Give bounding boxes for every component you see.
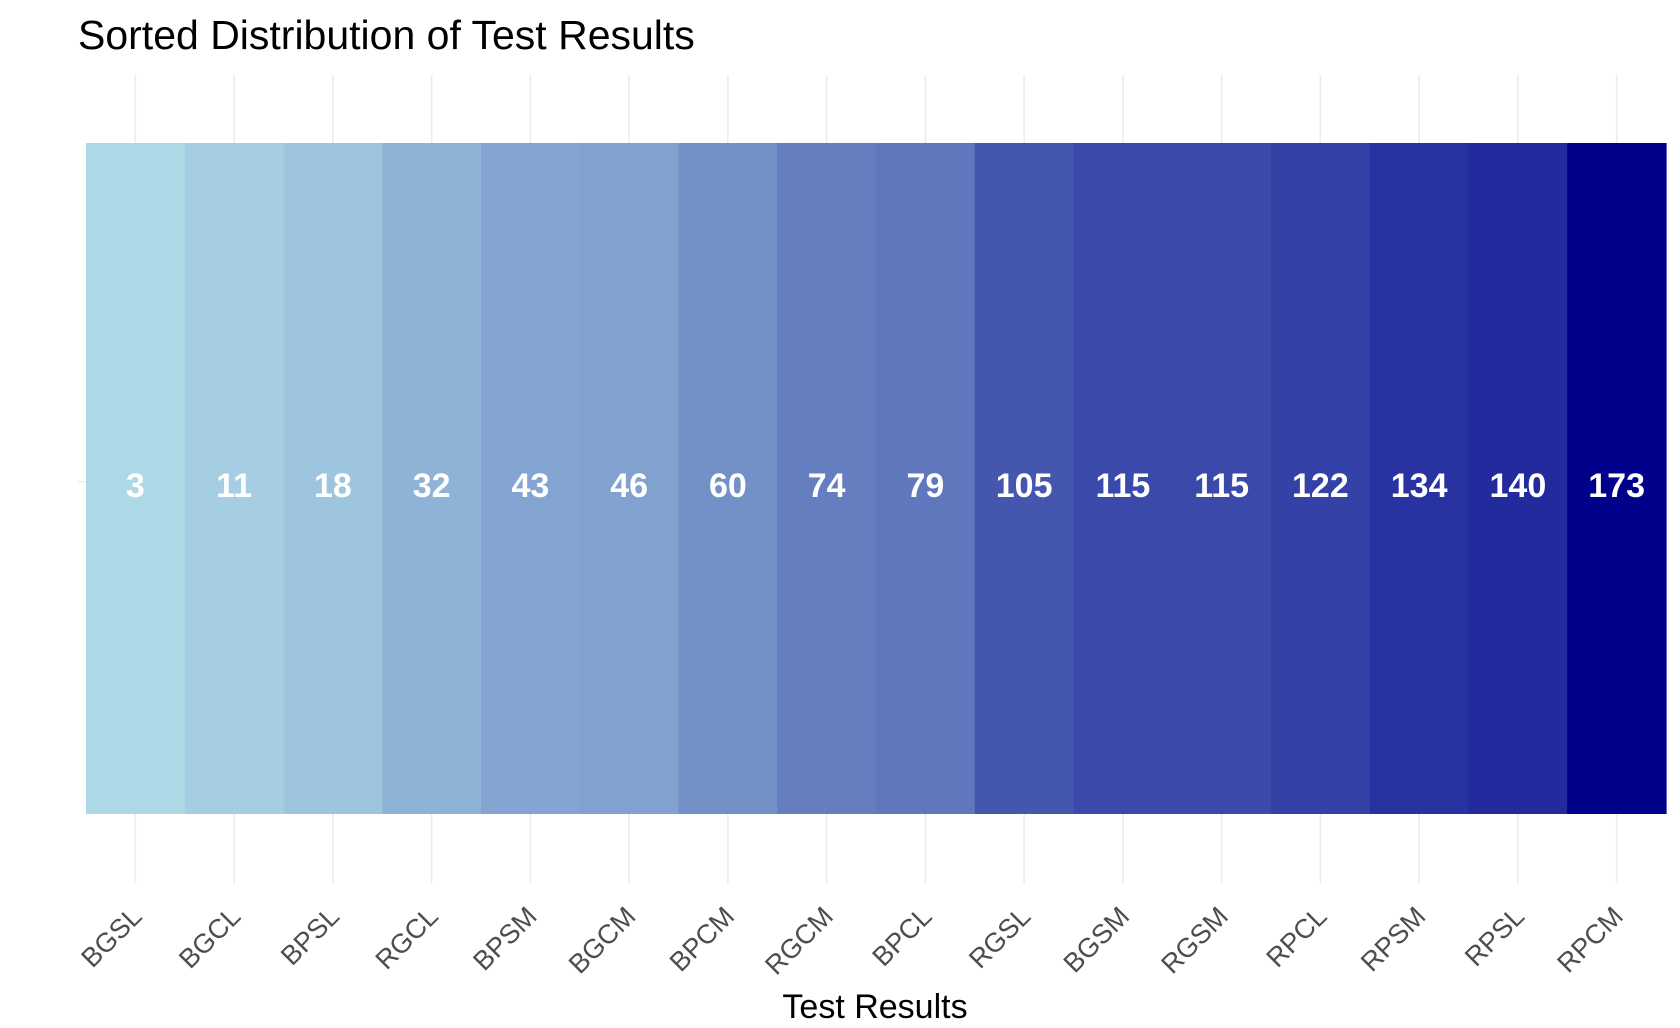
x-tick-label-bpcl: BPCL	[867, 901, 938, 972]
x-tick-label-bgsm: BGSM	[1058, 901, 1135, 978]
x-tick-label-bpsm: BPSM	[467, 901, 542, 976]
x-tick-label-rpsm: RPSM	[1355, 901, 1431, 977]
chart-title: Sorted Distribution of Test Results	[78, 12, 695, 58]
heatmap-tile-rgsm	[1172, 143, 1272, 814]
data-label-bpcl: 79	[906, 467, 944, 505]
data-label-rgsl: 105	[996, 467, 1053, 505]
data-label-rgcm: 74	[808, 467, 846, 505]
heatmap-tile-bgsm	[1073, 143, 1173, 814]
data-label-rgcl: 32	[413, 467, 451, 505]
heatmap-tile-rpsl	[1468, 143, 1568, 814]
heatmap-tile-rpcm	[1567, 143, 1667, 814]
heatmap-tile-rpcl	[1271, 143, 1371, 814]
heatmap-tile-rgcm	[777, 143, 877, 814]
heatmap-tile-rgsl	[974, 143, 1075, 814]
heatmap-tiles	[86, 143, 1667, 814]
x-tick-label-bgcl: BGCL	[173, 901, 246, 974]
data-label-rpcm: 173	[1588, 467, 1645, 505]
x-tick-label-rgsm: RGSM	[1155, 901, 1233, 979]
heatmap-tile-bpsm	[481, 143, 581, 814]
data-labels: 3 11 18 32 43 46 60 74 79 105 115 115 122 134 140 173	[126, 467, 1645, 505]
data-label-bpsm: 43	[511, 467, 549, 505]
x-tick-label-bpcm: BPCM	[664, 901, 740, 977]
data-label-rpsm: 134	[1391, 467, 1448, 505]
heatmap-tile-bgcl	[184, 143, 285, 814]
x-tick-label-bgsl: BGSL	[75, 901, 147, 973]
data-label-bpcm: 60	[709, 467, 747, 505]
data-label-bpsl: 18	[314, 467, 352, 505]
heatmap-tile-bpsl	[283, 143, 383, 814]
data-label-bgsl: 3	[126, 467, 145, 505]
x-tick-label-rgsl: RGSL	[963, 901, 1036, 974]
data-label-rpsl: 140	[1490, 467, 1547, 505]
heatmap-tile-bgcm	[579, 143, 680, 814]
x-axis-title: Test Results	[782, 988, 967, 1026]
data-label-bgsm: 115	[1095, 467, 1150, 505]
x-tick-label-bgcm: BGCM	[563, 901, 641, 979]
data-label-rgsm: 115	[1194, 467, 1249, 505]
x-tick-label-rpcm: RPCM	[1551, 901, 1628, 978]
x-tick-label-rpcl: RPCL	[1260, 901, 1332, 973]
x-tick-label-rgcl: RGCL	[370, 901, 444, 975]
x-tick-label-rpsl: RPSL	[1459, 901, 1530, 972]
heatmap-tile-bpcl	[876, 143, 976, 814]
data-label-bgcm: 46	[610, 467, 648, 505]
x-tick-label-rgcm: RGCM	[759, 901, 839, 981]
x-tick-label-bpsl: BPSL	[275, 901, 345, 971]
heatmap-tile-rpsm	[1369, 143, 1470, 814]
heatmap-tile-bpcm	[678, 143, 778, 814]
heatmap-tile-rgcl	[382, 143, 482, 814]
x-tick-labels: BGSL BGCL BPSL RGCL BPSM BGCM BPCM RGCM BPCL RGSL…	[75, 901, 1628, 981]
data-label-rpcl: 122	[1292, 467, 1349, 505]
heatmap-tile-bgsl	[86, 143, 186, 814]
data-label-bgcl: 11	[216, 467, 252, 505]
